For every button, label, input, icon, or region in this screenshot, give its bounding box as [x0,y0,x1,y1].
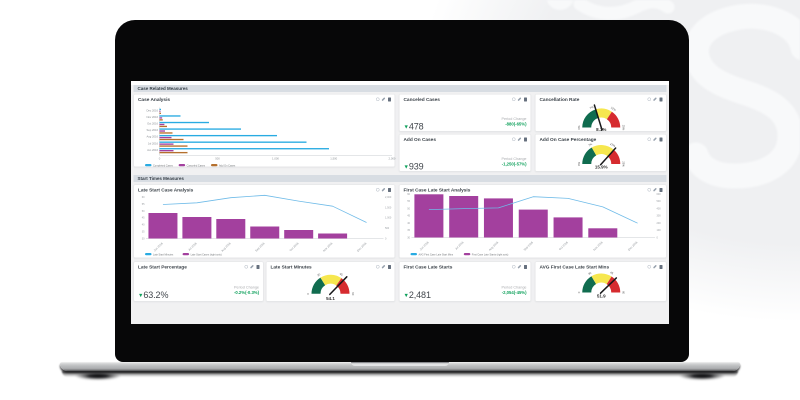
svg-text:12%: 12% [610,105,617,112]
svg-text:Late Start Minutes: Late Start Minutes [153,253,174,256]
svg-text:Sep 2016: Sep 2016 [523,240,535,252]
svg-text:Jun 2016: Jun 2016 [147,147,159,151]
svg-text:Aug 2016: Aug 2016 [220,241,232,253]
svg-text:Dec 2016: Dec 2016 [356,241,368,253]
svg-text:500: 500 [657,200,662,203]
svg-text:15.9%: 15.9% [595,164,608,169]
svg-text:45: 45 [339,271,344,276]
svg-text:0: 0 [577,291,581,293]
svg-text:60: 60 [407,192,410,195]
svg-text:54.1: 54.1 [326,295,335,300]
svg-text:45: 45 [609,270,614,275]
svg-text:Add On Cases: Add On Cases [219,164,236,167]
svg-text:Aug 2016: Aug 2016 [146,134,158,138]
svg-text:50: 50 [407,207,410,210]
svg-text:25%: 25% [622,124,626,130]
svg-text:55: 55 [407,200,410,203]
svg-text:30: 30 [587,270,592,275]
svg-text:13%: 13% [609,141,616,148]
svg-text:1,000: 1,000 [385,216,392,219]
svg-text:30: 30 [142,237,145,240]
svg-text:500: 500 [215,156,220,160]
svg-text:35: 35 [407,229,410,232]
svg-text:45: 45 [142,216,145,219]
svg-text:0: 0 [657,236,659,239]
svg-text:25%: 25% [622,161,626,167]
svg-text:1,500: 1,500 [385,206,392,209]
svg-text:200: 200 [657,221,662,224]
svg-text:51.9: 51.9 [597,293,606,298]
svg-text:Dec 2016: Dec 2016 [627,240,639,252]
svg-text:Nov 2016: Nov 2016 [146,115,158,119]
svg-text:AVG First Case Late Start Mins: AVG First Case Late Start Mins [419,253,454,256]
svg-text:First Case Late Starts (right: First Case Late Starts (right axis) [472,253,509,256]
svg-text:Aug 2016: Aug 2016 [488,240,500,252]
svg-text:1,000: 1,000 [272,156,279,160]
svg-text:600: 600 [657,192,662,195]
svg-text:0: 0 [159,156,161,160]
svg-text:400: 400 [657,207,662,210]
svg-text:Nov 2016: Nov 2016 [592,240,604,252]
svg-text:35: 35 [142,230,145,233]
svg-text:Nov 2016: Nov 2016 [322,241,334,253]
svg-text:40: 40 [142,223,145,226]
svg-text:300: 300 [657,214,662,217]
svg-text:Sep 2016: Sep 2016 [146,128,158,132]
svg-text:Jul 2016: Jul 2016 [454,240,465,251]
svg-text:500: 500 [385,227,390,230]
svg-text:Jun 2016: Jun 2016 [419,240,430,251]
svg-text:Oct 2016: Oct 2016 [558,240,569,251]
svg-text:7%: 7% [589,104,595,110]
svg-text:8.1%: 8.1% [596,126,606,131]
svg-text:2,000: 2,000 [385,195,392,198]
svg-text:0%: 0% [577,124,581,129]
svg-text:45: 45 [407,214,410,217]
svg-text:Jul 2016: Jul 2016 [148,141,159,145]
svg-text:0%: 0% [577,161,581,166]
svg-text:Dec 2016: Dec 2016 [146,108,158,112]
svg-text:0: 0 [385,237,387,240]
svg-text:Oct 2016: Oct 2016 [147,121,158,125]
svg-text:30: 30 [316,272,321,277]
svg-text:50: 50 [142,209,145,212]
svg-text:100: 100 [657,229,662,232]
svg-text:Completed Cases: Completed Cases [153,164,174,167]
svg-text:60: 60 [351,292,355,296]
svg-text:0: 0 [306,292,310,294]
svg-text:30: 30 [407,236,410,239]
svg-text:Sep 2016: Sep 2016 [254,241,266,253]
svg-text:Jul 2016: Jul 2016 [187,241,198,252]
svg-text:60: 60 [622,290,626,294]
svg-text:Late Start Cases (right axis): Late Start Cases (right axis) [191,253,222,256]
svg-text:Canceled Cases: Canceled Cases [187,164,206,167]
svg-text:1,500: 1,500 [330,156,337,160]
svg-text:Oct 2016: Oct 2016 [289,241,300,252]
svg-text:60: 60 [142,195,145,198]
svg-text:Jun 2016: Jun 2016 [153,241,164,252]
svg-text:2,000: 2,000 [389,156,396,160]
svg-text:40: 40 [407,221,410,224]
svg-text:55: 55 [142,202,145,205]
svg-text:7%: 7% [587,141,593,147]
